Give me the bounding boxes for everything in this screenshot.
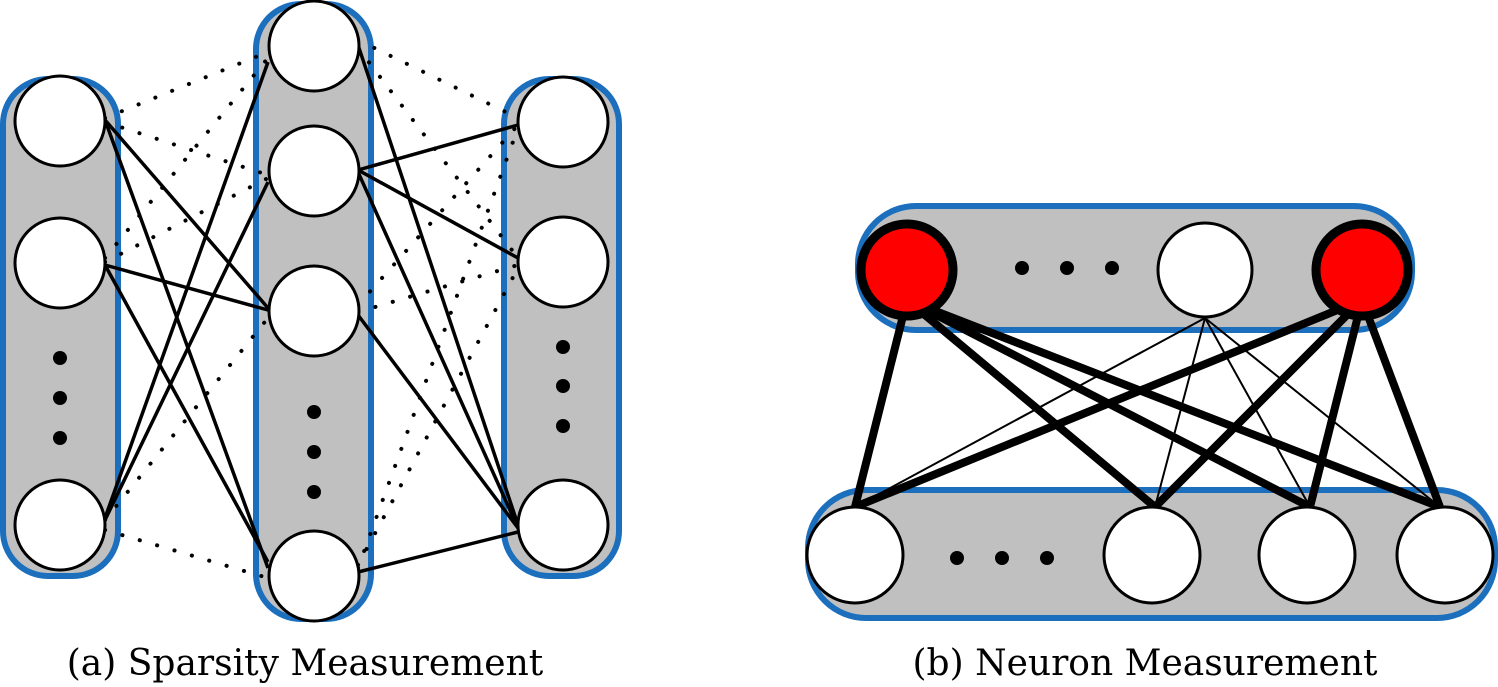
neuron xyxy=(13,74,107,168)
ellipsis-dot xyxy=(53,351,67,365)
ellipsis-dot xyxy=(556,340,570,354)
neuron xyxy=(267,529,361,623)
ellipsis-dot xyxy=(1105,261,1119,275)
edge xyxy=(103,61,270,519)
thick-edges xyxy=(851,296,1444,511)
ellipsis-dot xyxy=(556,419,570,433)
edge xyxy=(1204,317,1311,508)
neuron xyxy=(856,219,958,321)
ellipsis xyxy=(950,261,1119,565)
edge xyxy=(356,266,520,567)
neuron xyxy=(1257,505,1357,605)
edge xyxy=(357,530,519,574)
neuron xyxy=(267,0,361,93)
edge xyxy=(356,313,520,530)
edge xyxy=(356,171,520,529)
caption: (b) Neuron Measurement xyxy=(913,643,1379,684)
edge xyxy=(905,296,1442,511)
ellipsis-dot xyxy=(307,485,321,499)
neuron xyxy=(516,215,610,309)
edge xyxy=(1358,298,1444,509)
edge xyxy=(103,176,270,264)
edge xyxy=(854,317,1206,508)
sparsity-panel xyxy=(0,0,622,623)
ellipsis-dot xyxy=(307,445,321,459)
neuron xyxy=(1311,219,1413,321)
edge xyxy=(356,123,520,307)
neuron xyxy=(1102,505,1202,605)
caption: (a) Sparsity Measurement xyxy=(67,643,544,684)
ellipsis-dot xyxy=(53,391,67,405)
edge xyxy=(356,44,520,526)
edge xyxy=(1152,297,1365,510)
edge xyxy=(103,118,270,310)
edge xyxy=(103,528,270,580)
ellipsis-dot xyxy=(950,551,964,565)
ellipsis-dot xyxy=(1060,261,1074,275)
edge xyxy=(103,264,270,563)
edge xyxy=(103,50,270,120)
neuron xyxy=(1156,221,1254,319)
neuron xyxy=(267,264,361,358)
edge xyxy=(103,119,270,569)
neurons xyxy=(805,219,1495,605)
kept-edges xyxy=(103,44,520,574)
edge xyxy=(103,316,270,522)
neurons xyxy=(13,0,610,623)
edge xyxy=(1306,299,1366,508)
edge xyxy=(357,123,519,172)
edge xyxy=(103,56,270,260)
edge xyxy=(103,120,270,177)
edge xyxy=(103,181,270,521)
neuron xyxy=(267,124,361,218)
edge xyxy=(1154,317,1206,508)
neuron xyxy=(516,75,610,169)
ellipsis-dot xyxy=(53,431,67,445)
edge xyxy=(357,168,519,260)
ellipsis-dot xyxy=(1015,261,1029,275)
ellipsis-dot xyxy=(556,379,570,393)
edge xyxy=(904,296,1158,511)
neuron xyxy=(1395,505,1495,605)
ellipsis-dot xyxy=(307,405,321,419)
neuron xyxy=(13,216,107,310)
neuron xyxy=(13,478,107,572)
ellipsis-dot xyxy=(1040,551,1054,565)
neuron xyxy=(516,478,610,572)
ellipsis-dot xyxy=(995,551,1009,565)
neuron xyxy=(805,505,905,605)
neuron-panel xyxy=(805,203,1498,621)
edge xyxy=(356,38,520,120)
edge xyxy=(853,296,1364,511)
edge xyxy=(851,299,911,508)
ellipsis xyxy=(53,340,570,499)
